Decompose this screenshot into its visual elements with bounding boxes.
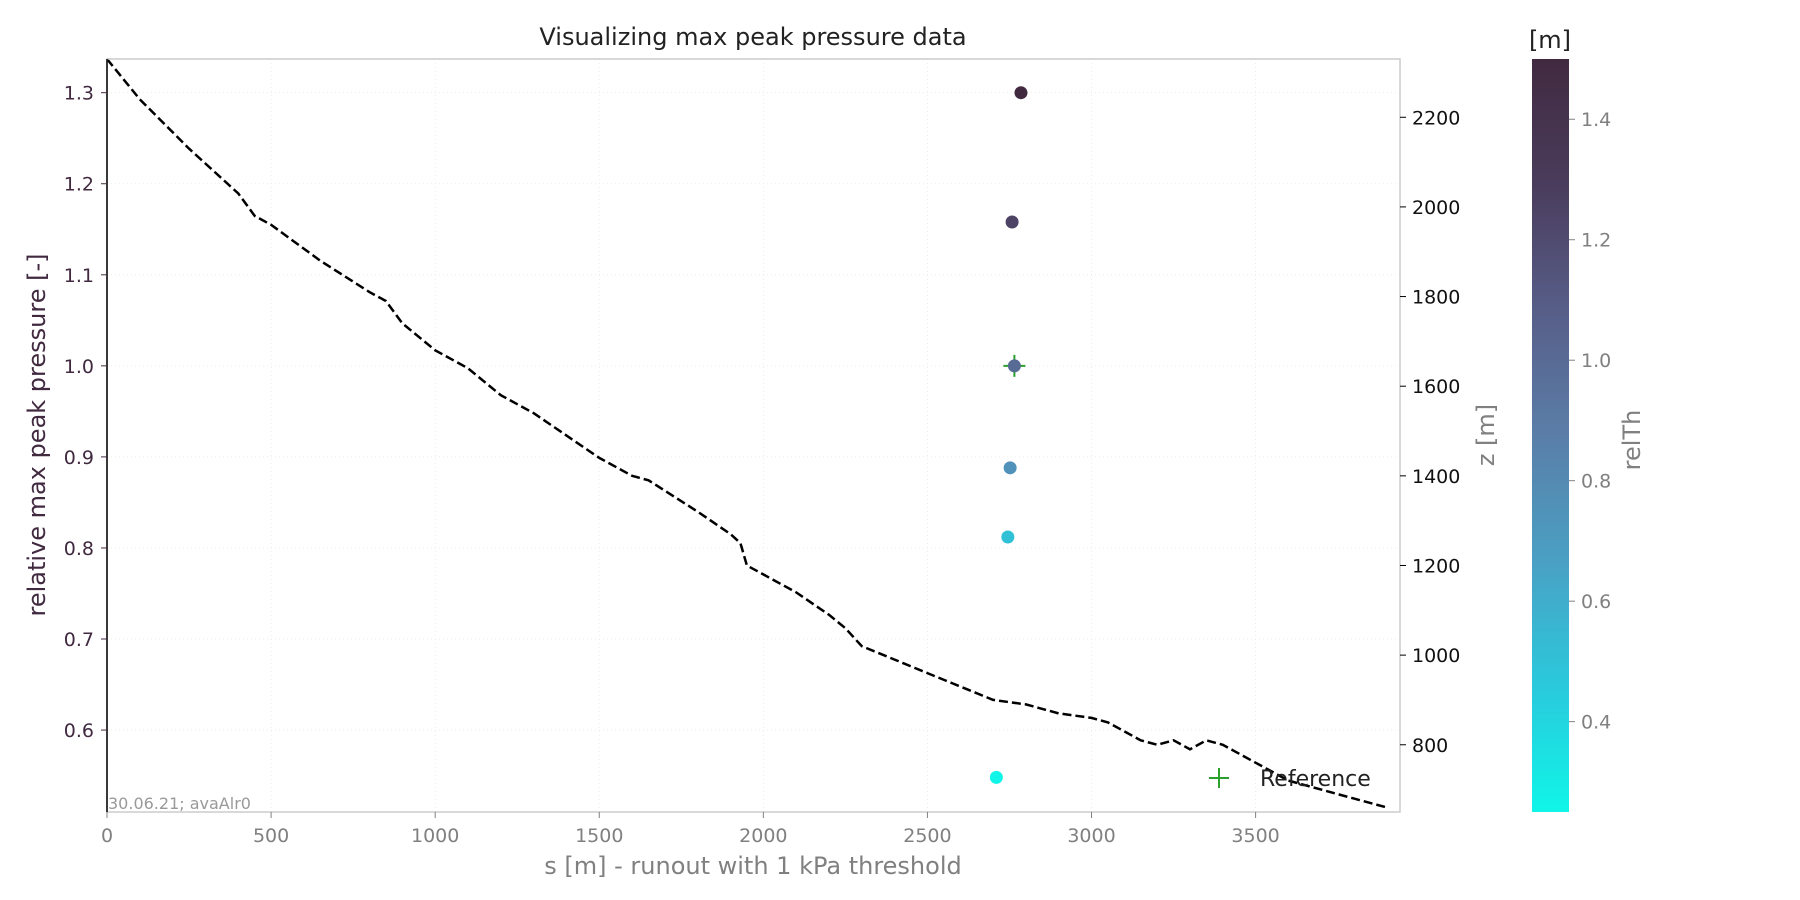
y2-tick-label: 1200 xyxy=(1412,555,1460,577)
scatter-point xyxy=(989,770,1003,784)
y-tick-label: 1.3 xyxy=(64,83,94,105)
colorbar-label: relTh xyxy=(1618,410,1646,471)
y-tick-label: 1.2 xyxy=(64,174,94,196)
y-axis-label: relative max peak pressure [-] xyxy=(23,254,51,617)
colorbar-tick-label: 1.2 xyxy=(1581,230,1611,252)
y2-tick-label: 1400 xyxy=(1412,466,1460,488)
scatter-point xyxy=(1001,530,1015,544)
x-tick-label: 1500 xyxy=(575,825,623,847)
y2-tick-label: 2200 xyxy=(1412,107,1460,129)
scatter-point xyxy=(1014,86,1028,100)
footnote: 30.06.21; avaAlr0 xyxy=(108,794,251,813)
colorbar-title: [m] xyxy=(1529,26,1571,54)
elevation-line xyxy=(106,58,1388,809)
scatter-points xyxy=(989,86,1028,784)
scatter-point xyxy=(1007,359,1021,373)
y-axis-left: 0.6 0.7 0.8 0.9 1.0 1.1 1.2 1.3 xyxy=(64,83,107,742)
scatter-point xyxy=(1003,461,1017,475)
y2-tick-label: 800 xyxy=(1412,735,1448,757)
y-tick-label: 0.6 xyxy=(64,720,94,742)
legend-reference-label: Reference xyxy=(1260,767,1371,792)
y2-tick-label: 2000 xyxy=(1412,197,1460,219)
y-tick-label: 0.9 xyxy=(64,447,94,469)
y2-tick-label: 1000 xyxy=(1412,645,1460,667)
y-tick-label: 1.0 xyxy=(64,356,94,378)
elevation-profile xyxy=(106,58,1388,809)
y-tick-label: 0.7 xyxy=(64,629,94,651)
y-axis-right: 800 1000 1200 1400 1600 1800 2000 2200 xyxy=(1400,107,1460,757)
colorbar-tick-label: 0.8 xyxy=(1581,471,1611,493)
x-tick-label: 1000 xyxy=(411,825,459,847)
x-tick-label: 0 xyxy=(101,825,113,847)
colorbar-tick-label: 1.0 xyxy=(1581,350,1611,372)
y-tick-label: 1.1 xyxy=(64,265,94,287)
x-axis: 0 500 1000 1500 2000 2500 3000 3500 xyxy=(101,812,1280,847)
chart-title: Visualizing max peak pressure data xyxy=(539,23,966,51)
legend: Reference xyxy=(1209,767,1371,792)
colorbar-axis: 0.4 0.6 0.8 1.0 1.2 1.4 xyxy=(1569,109,1611,734)
colorbar-tick-label: 1.4 xyxy=(1581,109,1611,131)
grid-lines xyxy=(106,59,1400,812)
colorbar-tick-label: 0.4 xyxy=(1581,712,1611,734)
plot-frame xyxy=(106,58,1401,813)
x-axis-label: s [m] - runout with 1 kPa threshold xyxy=(544,852,961,880)
colorbar-tick-label: 0.6 xyxy=(1581,591,1611,613)
y-tick-label: 0.8 xyxy=(64,538,94,560)
x-tick-label: 2000 xyxy=(739,825,787,847)
scatter-point xyxy=(1005,215,1019,229)
x-tick-label: 500 xyxy=(253,825,289,847)
x-tick-label: 3500 xyxy=(1231,825,1279,847)
y2-axis-label: z [m] xyxy=(1472,404,1500,466)
y2-tick-label: 1800 xyxy=(1412,287,1460,309)
y2-tick-label: 1600 xyxy=(1412,376,1460,398)
colorbar xyxy=(1532,59,1569,812)
x-tick-label: 2500 xyxy=(903,825,951,847)
x-tick-label: 3000 xyxy=(1067,825,1115,847)
